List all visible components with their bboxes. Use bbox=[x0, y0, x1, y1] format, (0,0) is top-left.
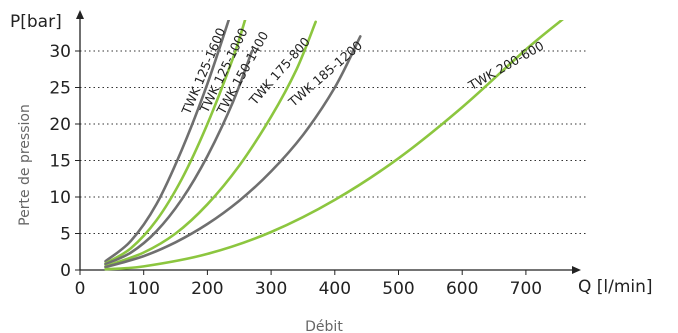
series-line bbox=[104, 20, 317, 268]
y-tick-label: 5 bbox=[60, 225, 71, 245]
y-tick-label: 10 bbox=[49, 188, 71, 208]
y-tick-label: 15 bbox=[49, 152, 71, 172]
series-line bbox=[104, 20, 564, 271]
y-axis-title: Perte de pression bbox=[17, 104, 33, 226]
x-tick-label: 500 bbox=[382, 279, 414, 299]
y-tick-label: 25 bbox=[49, 79, 71, 99]
series-line bbox=[104, 35, 362, 269]
x-tick-label: 200 bbox=[191, 279, 223, 299]
y-tick-label: 0 bbox=[60, 261, 71, 281]
x-tick-label: 300 bbox=[255, 279, 287, 299]
x-tick-label: 100 bbox=[127, 279, 159, 299]
series-line bbox=[104, 49, 254, 266]
x-tick-label: 0 bbox=[75, 279, 86, 299]
y-axis-arrow bbox=[76, 10, 84, 19]
x-tick-label: 400 bbox=[319, 279, 351, 299]
tick-labels: 0 100 200 300 400 500 600 700 0 5 10 15 20 25 30 bbox=[49, 42, 542, 299]
series-line bbox=[104, 20, 231, 263]
x-axis-title: Débit bbox=[305, 319, 343, 333]
series-label: TWK 200-600 bbox=[465, 38, 546, 94]
y-tick-label: 30 bbox=[49, 42, 71, 62]
series-line bbox=[104, 20, 247, 265]
y-tick-label: 20 bbox=[49, 115, 71, 135]
grid-lines bbox=[80, 50, 588, 234]
x-tick-label: 600 bbox=[446, 279, 478, 299]
x-tick-label: 700 bbox=[510, 279, 542, 299]
axes bbox=[76, 10, 581, 274]
series-curves bbox=[104, 20, 564, 271]
x-axis-unit: Q [l/min] bbox=[578, 277, 653, 297]
x-axis-arrow bbox=[572, 266, 581, 274]
y-axis-unit: P[bar] bbox=[10, 12, 62, 32]
